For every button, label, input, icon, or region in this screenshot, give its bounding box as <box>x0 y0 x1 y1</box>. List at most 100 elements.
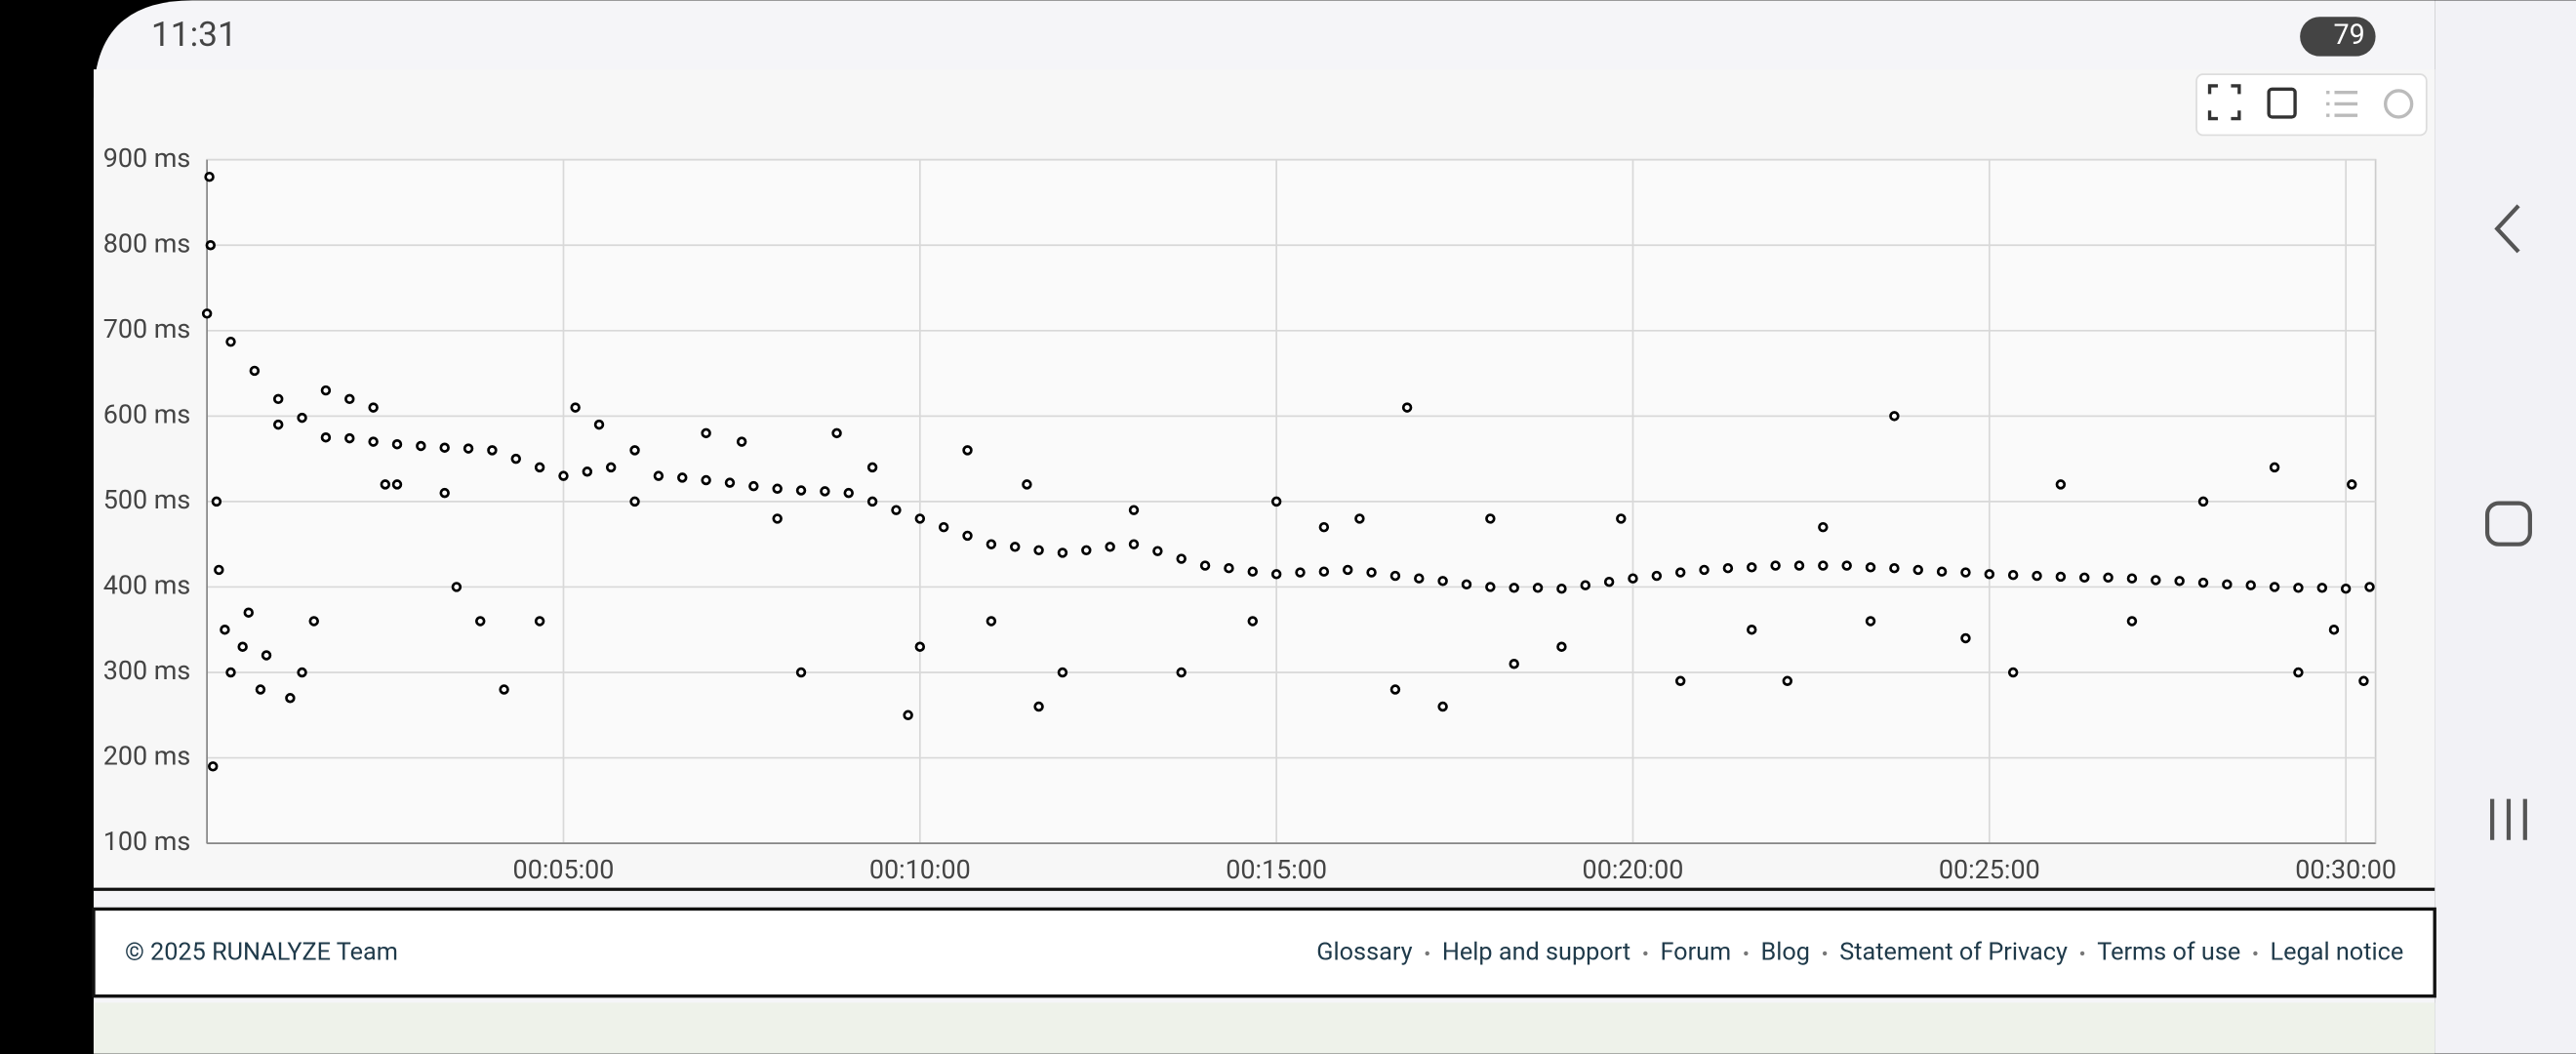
data-point <box>2222 579 2233 590</box>
data-point <box>1509 583 1519 593</box>
x-tick-label: 00:30:00 <box>2295 854 2396 885</box>
data-point <box>748 480 759 492</box>
data-point <box>208 761 219 772</box>
data-point <box>1556 641 1567 652</box>
footer-link[interactable]: Help and support <box>1442 939 1630 967</box>
data-point <box>1960 632 1971 644</box>
data-point <box>2174 576 2185 587</box>
target-button[interactable] <box>2384 89 2414 119</box>
x-tick-label: 00:10:00 <box>869 854 971 885</box>
data-point <box>320 385 332 396</box>
data-point <box>1865 616 1876 627</box>
data-point <box>2328 625 2340 635</box>
data-point <box>605 462 617 473</box>
data-point <box>1176 553 1187 564</box>
data-point <box>2293 667 2304 678</box>
data-point <box>463 443 474 454</box>
data-point <box>1674 675 1686 686</box>
data-point <box>593 419 605 430</box>
data-point <box>1366 567 1377 578</box>
x-tick-label: 00:05:00 <box>513 854 615 885</box>
data-point <box>1818 560 1829 571</box>
data-point <box>1889 411 1900 422</box>
footer-link[interactable]: Legal notice <box>2271 939 2404 967</box>
data-point <box>2007 569 2019 581</box>
fullscreen-button[interactable] <box>2207 84 2241 121</box>
data-point <box>344 393 355 405</box>
footer-link[interactable]: Terms of use <box>2097 939 2240 967</box>
data-point <box>249 365 261 377</box>
data-point <box>1616 513 1627 524</box>
x-tick-label: 00:20:00 <box>1583 854 1684 885</box>
data-point <box>986 616 997 627</box>
home-button[interactable] <box>2484 501 2532 547</box>
data-point <box>1936 566 1948 577</box>
data-point <box>1485 513 1496 524</box>
data-point <box>1247 566 1259 577</box>
save-button[interactable] <box>2267 87 2297 119</box>
data-point <box>1461 579 1472 590</box>
data-point <box>2055 479 2067 490</box>
data-point <box>962 445 973 456</box>
data-point <box>1010 542 1021 552</box>
data-point <box>1199 560 1211 571</box>
data-point <box>2358 675 2369 686</box>
data-point <box>1354 513 1365 524</box>
data-point <box>1176 667 1187 678</box>
data-point <box>2316 583 2328 593</box>
data-point <box>2340 583 2352 594</box>
y-tick-label: 300 ms <box>103 655 191 686</box>
battery <box>2300 17 2376 57</box>
recents-button[interactable] <box>2490 798 2527 840</box>
separator <box>2253 951 2258 956</box>
data-point <box>772 513 783 524</box>
list-button[interactable] <box>2326 90 2358 117</box>
data-point <box>297 412 307 424</box>
copyright: © 2025 RUNALYZE Team <box>125 939 398 967</box>
data-point <box>2007 667 2019 678</box>
data-point <box>1152 546 1163 556</box>
data-point <box>1401 402 1413 413</box>
data-point <box>272 419 284 430</box>
data-point <box>843 487 854 499</box>
data-point <box>1509 659 1519 669</box>
data-point <box>866 462 878 473</box>
data-point <box>736 436 747 447</box>
data-point <box>1437 701 1448 712</box>
data-point <box>1485 582 1496 592</box>
data-point <box>1270 496 1282 507</box>
data-point <box>1342 564 1353 576</box>
data-point <box>582 466 593 477</box>
data-point <box>205 240 217 251</box>
data-point <box>475 616 486 627</box>
footer-link[interactable]: Blog <box>1761 939 1810 967</box>
data-point <box>1295 567 1306 578</box>
y-tick-label: 500 ms <box>103 484 191 515</box>
data-point <box>487 445 498 456</box>
data-point <box>1105 542 1115 552</box>
data-point <box>201 308 213 319</box>
data-point <box>2126 616 2138 627</box>
separator <box>1744 951 1749 956</box>
data-point <box>1747 625 1757 635</box>
data-point <box>214 564 224 576</box>
back-button[interactable] <box>2494 204 2520 254</box>
data-point <box>510 453 521 465</box>
data-point <box>1033 701 1044 712</box>
footer-link[interactable]: Glossary <box>1316 939 1412 967</box>
footer-link[interactable]: Statement of Privacy <box>1839 939 2068 967</box>
x-tick-label: 00:25:00 <box>1939 854 2040 885</box>
data-point <box>1057 667 1068 678</box>
y-tick-label: 800 ms <box>103 227 191 259</box>
data-point <box>211 496 222 507</box>
data-point <box>297 667 307 678</box>
data-point <box>1912 564 1923 576</box>
clock: 11:31 <box>151 14 237 55</box>
data-point <box>891 505 902 515</box>
footer-link[interactable]: Forum <box>1660 939 1731 967</box>
data-point <box>962 530 973 542</box>
data-point <box>1437 576 1448 587</box>
data-point <box>416 440 426 452</box>
data-point <box>2293 583 2304 593</box>
